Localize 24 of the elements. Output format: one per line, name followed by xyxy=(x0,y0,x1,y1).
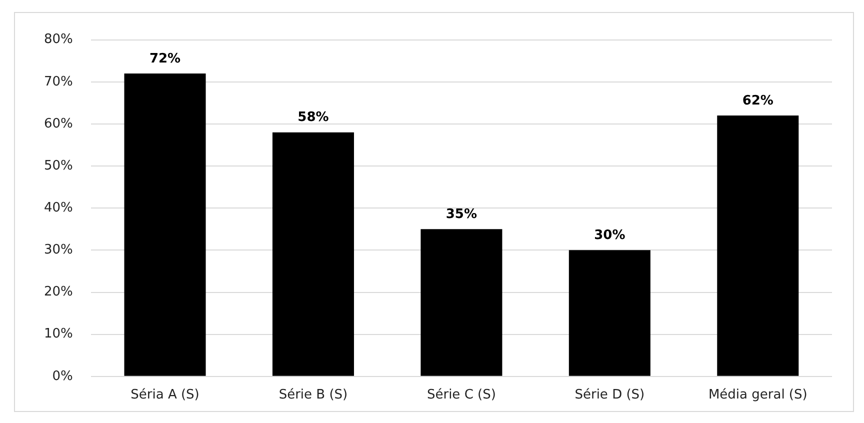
y-tick-label: 60% xyxy=(44,116,73,132)
x-tick-label: Média geral (S) xyxy=(708,388,808,403)
data-label: 35% xyxy=(446,207,478,222)
y-tick-label: 30% xyxy=(44,242,73,258)
bar xyxy=(568,250,650,376)
x-tick-label: Séria A (S) xyxy=(130,388,200,403)
y-tick-label: 10% xyxy=(44,326,73,342)
y-tick-label: 20% xyxy=(44,284,73,300)
data-label: 30% xyxy=(594,228,626,244)
data-label: 62% xyxy=(742,93,774,108)
y-tick-label: 70% xyxy=(44,74,73,90)
x-tick-label: Série B (S) xyxy=(278,388,348,403)
data-label: 72% xyxy=(149,51,181,66)
y-tick-label: 0% xyxy=(52,368,73,384)
bar xyxy=(717,116,799,376)
bar xyxy=(124,73,206,376)
bar xyxy=(272,132,354,376)
y-tick-label: 50% xyxy=(44,158,73,174)
y-tick-label: 80% xyxy=(44,32,73,48)
data-label: 58% xyxy=(298,110,329,126)
x-tick-label: Série C (S) xyxy=(426,388,496,403)
x-tick-label: Série D (S) xyxy=(574,388,645,403)
y-tick-label: 40% xyxy=(44,200,73,216)
bar xyxy=(420,229,502,376)
